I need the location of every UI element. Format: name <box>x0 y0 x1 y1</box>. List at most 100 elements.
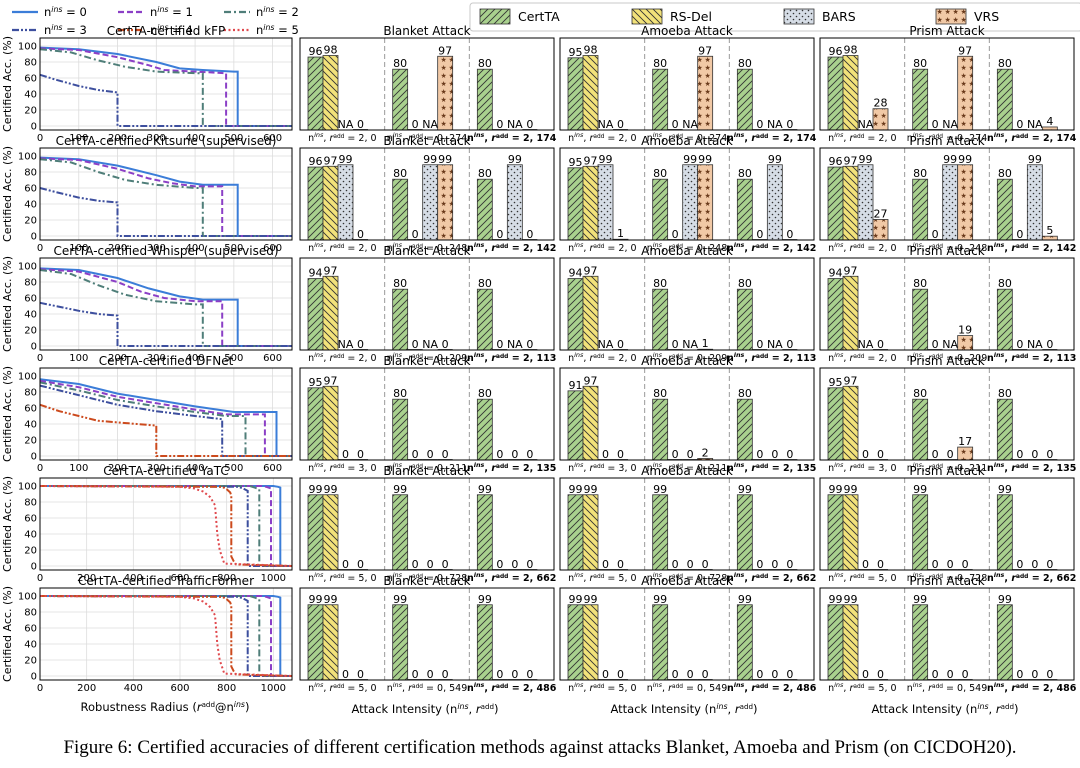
bar <box>872 108 889 131</box>
bar <box>476 494 493 571</box>
bar <box>582 494 599 571</box>
bar-value-label: NA <box>682 338 698 351</box>
bar <box>322 275 339 351</box>
bar-value-label: NA <box>1027 118 1043 131</box>
bar-value-label: 0 <box>1046 668 1053 681</box>
x-tick-label: 600 <box>263 463 282 474</box>
group-label: nins, radd = 2, 174 <box>727 131 817 144</box>
bar <box>697 164 714 241</box>
group-label: nins, radd = 2, 0 <box>828 351 896 364</box>
x-tick-label: 0 <box>37 353 43 364</box>
bar <box>682 164 699 241</box>
group-label: nins, radd = 5, 0 <box>308 571 376 584</box>
bar-value-label: 0 <box>412 558 419 571</box>
y-tick-label: 80 <box>24 168 37 179</box>
panel-frame <box>299 587 555 681</box>
bar <box>996 604 1013 681</box>
y-tick-label: 80 <box>24 388 37 399</box>
group-label: nins, radd = 0, 248 <box>647 241 728 254</box>
y-tick-label: 20 <box>24 216 37 227</box>
bar <box>912 604 929 681</box>
x-tick-label: 0 <box>37 683 43 694</box>
bar-value-label: NA <box>858 118 874 131</box>
x-tick-label: 100 <box>69 243 88 254</box>
legend-line-label: nins = 2 <box>256 5 299 20</box>
bar <box>652 604 669 681</box>
x-tick-label: 800 <box>217 573 236 584</box>
bar-value-label: 80 <box>738 57 752 70</box>
bar-value-label: 99 <box>584 593 598 606</box>
x-tick-label: 600 <box>170 573 189 584</box>
x-tick-label: 500 <box>224 463 243 474</box>
bar <box>307 166 324 241</box>
x-tick-label: 400 <box>186 133 205 144</box>
bar-value-label: 0 <box>357 338 364 351</box>
group-label: nins, radd = 2, 0 <box>308 241 376 254</box>
legend-method-swatch <box>935 8 967 25</box>
series-line <box>40 485 292 567</box>
x-tick-label: 200 <box>108 243 127 254</box>
group-label: nins, radd = 3, 0 <box>828 461 896 474</box>
bar-value-label: 0 <box>617 668 624 681</box>
panel-frame <box>299 367 555 461</box>
bar-value-label: 99 <box>393 593 407 606</box>
legend-line-label: nins = 5 <box>256 23 299 38</box>
bar-value-label: 98 <box>324 44 338 57</box>
bar-value-label: 0 <box>1031 668 1038 681</box>
panel-frame <box>819 257 1075 351</box>
bar-value-label: 97 <box>958 44 972 57</box>
y-axis-label: Certified Acc. (%) <box>1 366 14 462</box>
bar <box>766 164 783 241</box>
series-line <box>39 157 292 237</box>
bar-value-label: 0 <box>932 228 939 241</box>
y-tick-label: 100 <box>18 152 37 163</box>
bar-value-label: 0 <box>617 118 624 131</box>
y-tick-label: 60 <box>24 294 37 305</box>
attack-title: Prism Attack <box>909 574 984 588</box>
bar-value-label: NA <box>942 118 958 131</box>
group-label: nins, radd = 0, 549 <box>907 681 988 694</box>
attack-title: Amoeba Attack <box>641 24 733 38</box>
attack-title: Amoeba Attack <box>641 244 733 258</box>
y-tick-label: 100 <box>18 42 37 53</box>
bar <box>582 55 599 131</box>
bar-value-label: 0 <box>687 668 694 681</box>
bar-value-label: 0 <box>357 228 364 241</box>
attack-title: Prism Attack <box>909 354 984 368</box>
bar-value-label: 0 <box>877 338 884 351</box>
panel-frame <box>819 147 1075 241</box>
line-chart-title: CertTA-certified Kitsune (supervised) <box>56 134 277 148</box>
bar-value-label: 80 <box>478 167 492 180</box>
series-line <box>40 595 292 677</box>
bar-value-label: 80 <box>998 277 1012 290</box>
panel-frame <box>299 147 555 241</box>
x-tick-label: 300 <box>147 133 166 144</box>
group-label: nins, radd = 3, 0 <box>568 461 636 474</box>
x-tick-label: 300 <box>147 243 166 254</box>
bar-value-label: 0 <box>756 228 763 241</box>
x-tick-label: 800 <box>217 683 236 694</box>
x-tick-label: 400 <box>186 463 205 474</box>
bar <box>996 494 1013 571</box>
x-axis-label-right-text: Attack Intensity (nins, radd) <box>871 702 1018 717</box>
attack-title: Amoeba Attack <box>641 134 733 148</box>
group-label: nins, radd = 2, 486 <box>467 681 557 694</box>
bar-value-label: 80 <box>738 167 752 180</box>
y-axis-label: Certified Acc. (%) <box>1 256 14 352</box>
chart-row: CertTA-certified Kitsune (supervised) 0 10… <box>1 134 1076 254</box>
series-line <box>39 595 293 677</box>
bar-value-label: 0 <box>672 118 679 131</box>
bar-value-label: 0 <box>526 228 533 241</box>
group-label: nins, radd = 0, 274 <box>907 131 988 144</box>
series-line <box>39 379 292 457</box>
bar-value-label: 0 <box>412 338 419 351</box>
bar <box>322 494 339 571</box>
bar <box>476 288 493 351</box>
bar-value-label: 97 <box>324 264 338 277</box>
x-tick-label: 0 <box>37 243 43 254</box>
